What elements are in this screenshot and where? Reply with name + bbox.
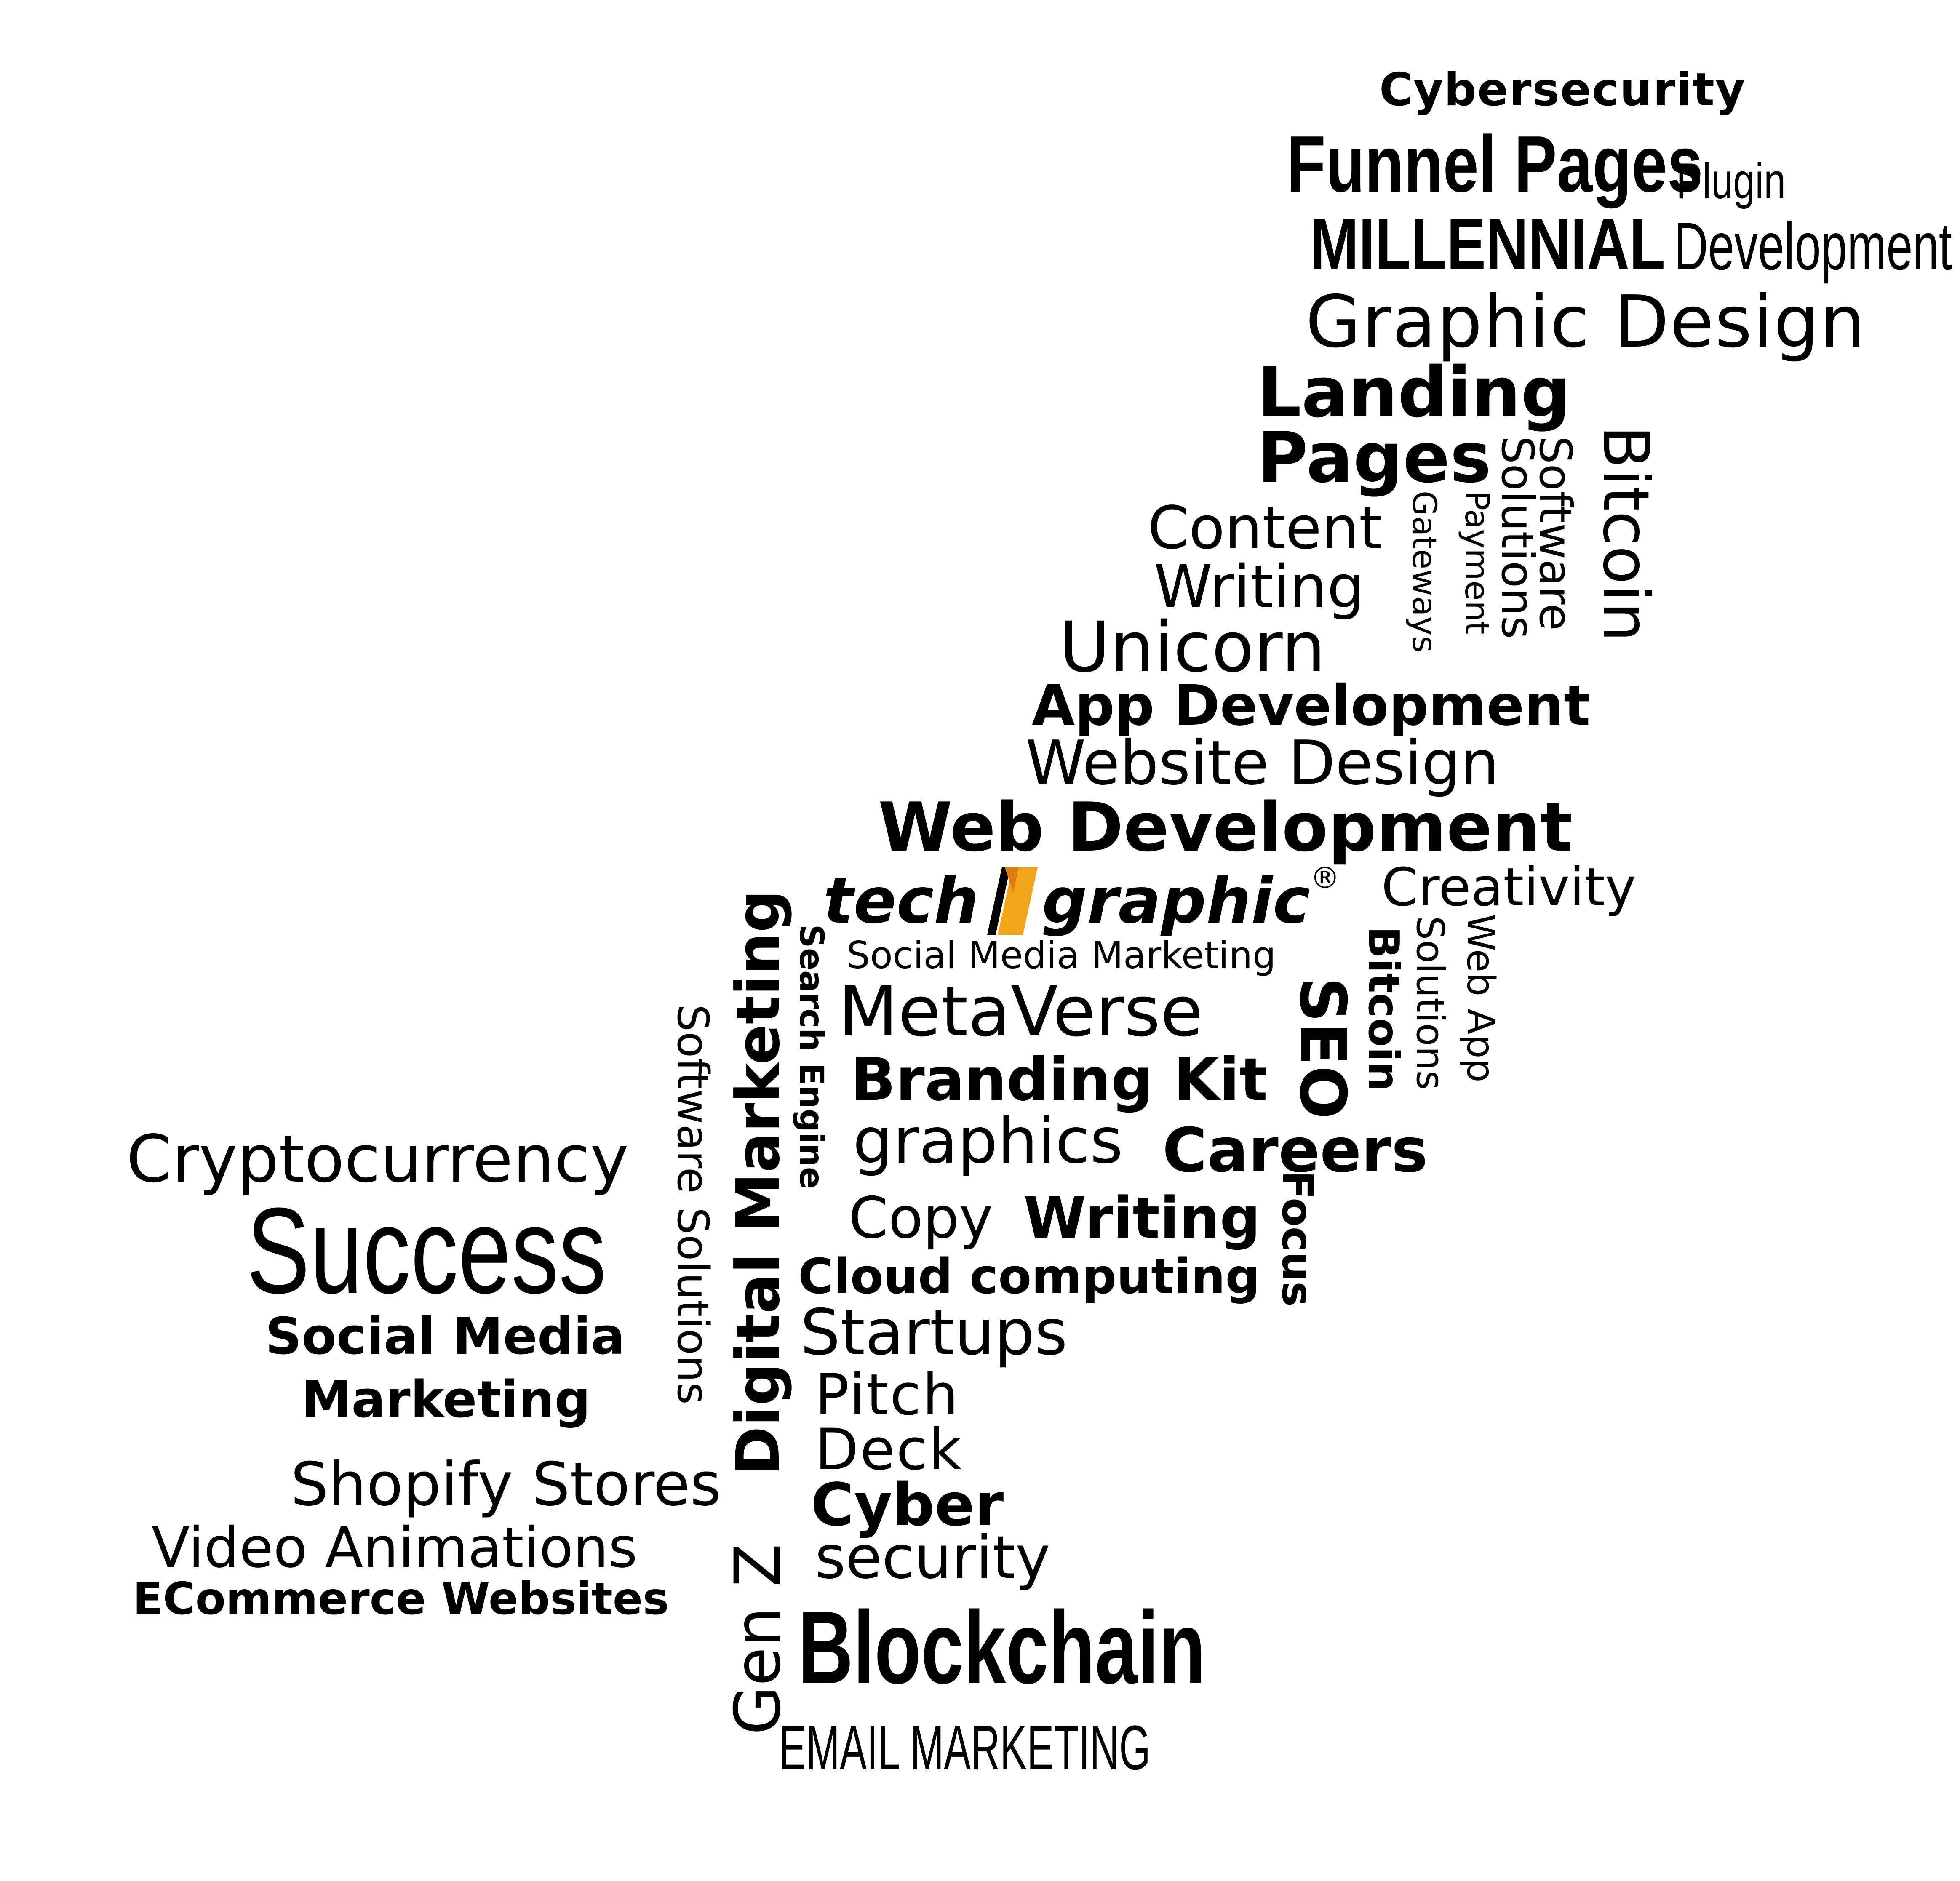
word-solutions-top: Solutions [1492, 436, 1543, 639]
word-writing-top: Writing [1154, 553, 1365, 622]
technographic-logo: tech graphic® [823, 859, 1340, 943]
word-graphic-design: Graphic Design [1306, 280, 1867, 364]
word-ecommerce-websites: ECommerce Websites [133, 1573, 669, 1625]
word-deck: Deck [815, 1417, 963, 1483]
word-funnel-pages: Funnel Pages [1287, 120, 1703, 209]
word-cyber: Cyber [811, 1471, 1004, 1539]
word-gateways: Gateways [1405, 491, 1443, 653]
word-video-animations: Video Animations [152, 1515, 638, 1580]
word-copy: Copy [849, 1185, 993, 1251]
word-email-marketing: EMAIL MARKETING [779, 1712, 1151, 1783]
word-metaverse: MetaVerse [838, 971, 1203, 1052]
word-development: Development [1674, 208, 1952, 284]
word-shopify-stores: Shopify Stores [291, 1450, 721, 1519]
word-seo: SEO [1286, 977, 1359, 1120]
word-graphics: graphics [853, 1105, 1123, 1178]
word-digital-marketing: Digital Marketing [724, 889, 793, 1476]
word-branding-kit: Branding Kit [851, 1046, 1268, 1114]
word-pitch: Pitch [815, 1362, 960, 1428]
word-landing: Landing [1257, 352, 1571, 433]
word-creativity: Creativity [1381, 857, 1636, 918]
word-social-media: Social Media [265, 1307, 625, 1366]
word-millennial: MILLENNIAL [1310, 204, 1666, 284]
word-website-design: Website Design [1025, 728, 1499, 799]
word-pages: Pages [1257, 417, 1492, 498]
word-social-media-marketing-small: Social Media Marketing [846, 934, 1276, 977]
word-startups: Startups [800, 1296, 1068, 1369]
word-plugin: Plugin [1676, 153, 1786, 209]
word-cybersecurity: Cybersecurity [1379, 64, 1746, 116]
word-marketing: Marketing [301, 1371, 591, 1429]
word-bitcoin-mid: Bitcoin [1359, 926, 1408, 1091]
word-cryptocurrency: Cryptocurrency [126, 1121, 629, 1197]
word-payment: Payment [1458, 491, 1495, 635]
word-cloud-computing: Cloud computing [798, 1249, 1260, 1305]
word-success: Success [246, 1182, 606, 1319]
logo-n-mark-icon [979, 859, 1042, 943]
word-web-app: Web App [1458, 914, 1503, 1083]
word-writing-bold: Writing [1023, 1185, 1260, 1251]
word-content: Content [1148, 494, 1382, 563]
word-solutions-mid: Solutions [1408, 916, 1452, 1090]
word-app-development: App Development [1032, 673, 1591, 738]
word-careers: Careers [1162, 1115, 1428, 1186]
word-gen-z: Gen Z [721, 1543, 795, 1735]
word-bitcoin-top: Bitcoin [1589, 425, 1662, 642]
logo-text-tech: tech [823, 864, 979, 938]
logo-text-graphic: graphic [1042, 864, 1311, 938]
word-security: security [815, 1523, 1050, 1592]
word-software-solutions: Software Solutions [668, 1004, 718, 1405]
word-blockchain: Blockchain [798, 1590, 1206, 1705]
word-search-engine: Search Engine [792, 924, 830, 1189]
logo-registered-mark: ® [1310, 861, 1340, 895]
word-web-development: Web Development [878, 788, 1573, 867]
word-focus: Focus [1273, 1171, 1322, 1307]
word-unicorn: Unicorn [1059, 607, 1326, 688]
